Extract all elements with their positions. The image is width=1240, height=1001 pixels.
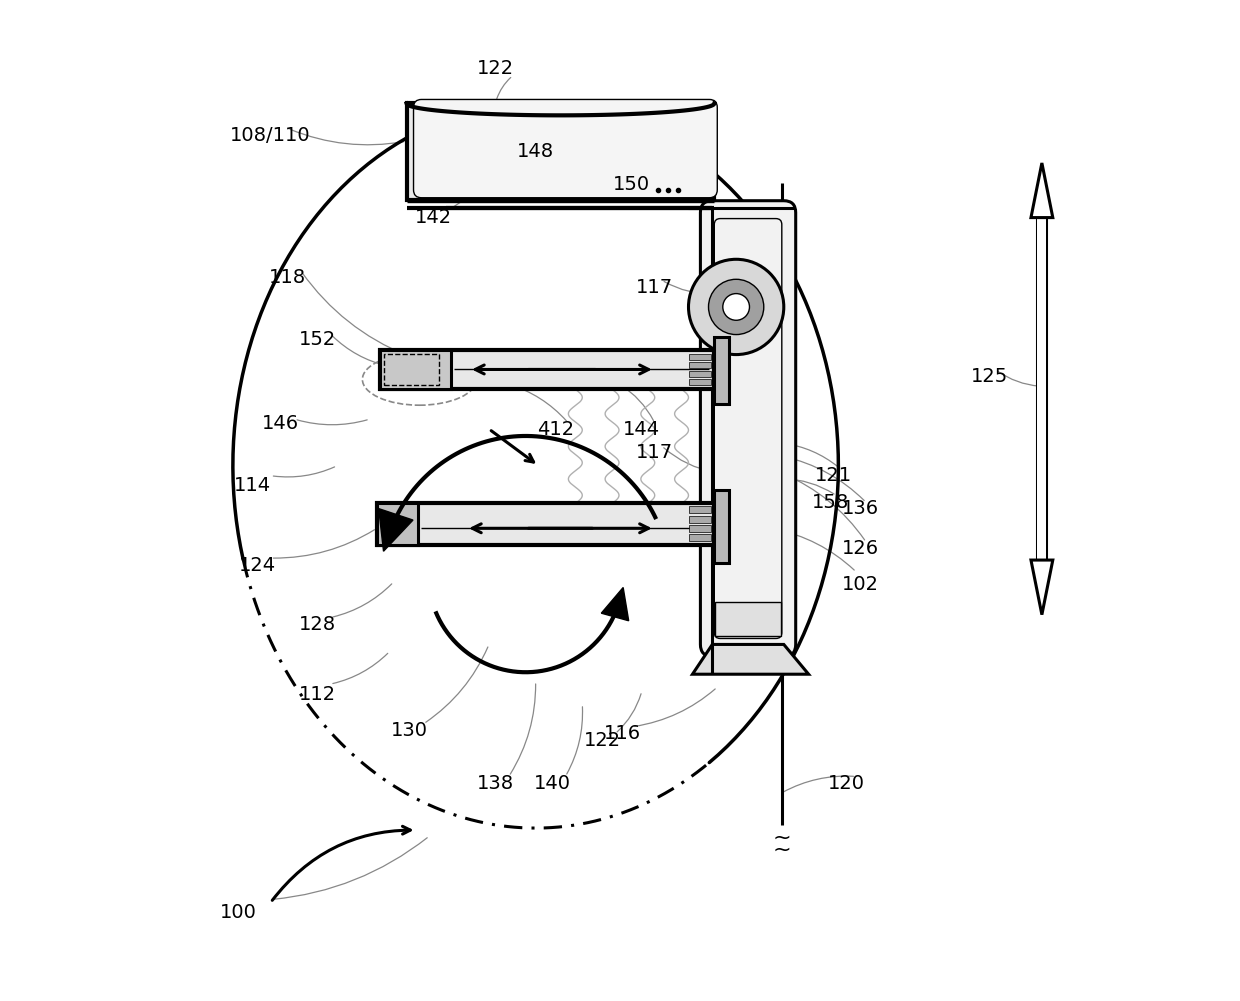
FancyBboxPatch shape	[715, 602, 781, 637]
FancyBboxPatch shape	[714, 336, 729, 404]
Text: 120: 120	[828, 774, 864, 793]
FancyBboxPatch shape	[377, 504, 714, 546]
Circle shape	[688, 259, 784, 354]
Text: 152: 152	[299, 330, 336, 349]
Text: 116: 116	[604, 725, 641, 744]
FancyBboxPatch shape	[689, 507, 712, 514]
Text: 150: 150	[614, 175, 651, 194]
Text: ~: ~	[773, 840, 791, 860]
Text: 112: 112	[299, 685, 336, 704]
FancyBboxPatch shape	[379, 349, 451, 389]
FancyBboxPatch shape	[701, 201, 796, 657]
Text: 146: 146	[262, 413, 299, 432]
Text: 136: 136	[842, 498, 879, 518]
Text: 158: 158	[812, 492, 849, 512]
FancyBboxPatch shape	[413, 99, 717, 198]
Polygon shape	[1030, 561, 1053, 615]
Polygon shape	[601, 588, 629, 621]
Text: 128: 128	[299, 615, 336, 634]
Polygon shape	[407, 103, 714, 200]
FancyBboxPatch shape	[714, 489, 729, 563]
Text: 124: 124	[239, 556, 277, 575]
Text: 118: 118	[269, 267, 306, 286]
Text: 114: 114	[234, 476, 272, 495]
FancyBboxPatch shape	[689, 516, 712, 523]
Text: 117: 117	[636, 443, 673, 462]
Text: 122: 122	[584, 731, 621, 750]
FancyBboxPatch shape	[689, 379, 712, 385]
FancyBboxPatch shape	[377, 504, 418, 546]
Text: 122: 122	[477, 59, 515, 78]
FancyBboxPatch shape	[689, 370, 712, 376]
Text: 148: 148	[517, 141, 554, 160]
Text: 102: 102	[842, 576, 879, 595]
FancyBboxPatch shape	[689, 525, 712, 532]
Polygon shape	[692, 645, 808, 675]
Text: 144: 144	[624, 419, 661, 438]
Text: 121: 121	[815, 466, 852, 485]
Text: 125: 125	[971, 367, 1008, 386]
Text: 126: 126	[842, 539, 879, 558]
Circle shape	[708, 279, 764, 334]
Text: 412: 412	[537, 419, 574, 438]
Text: 142: 142	[415, 208, 451, 227]
Polygon shape	[1038, 217, 1047, 561]
Text: 108/110: 108/110	[231, 126, 311, 145]
Circle shape	[723, 293, 749, 320]
Text: 100: 100	[219, 903, 257, 922]
Text: ~: ~	[773, 828, 791, 848]
Polygon shape	[1030, 163, 1053, 217]
FancyBboxPatch shape	[689, 353, 712, 359]
FancyBboxPatch shape	[689, 362, 712, 368]
FancyBboxPatch shape	[689, 535, 712, 542]
Text: 130: 130	[391, 722, 428, 741]
FancyBboxPatch shape	[379, 349, 714, 389]
Text: 138: 138	[477, 774, 515, 793]
Text: 117: 117	[636, 277, 673, 296]
Text: 140: 140	[534, 774, 570, 793]
Polygon shape	[378, 509, 413, 552]
